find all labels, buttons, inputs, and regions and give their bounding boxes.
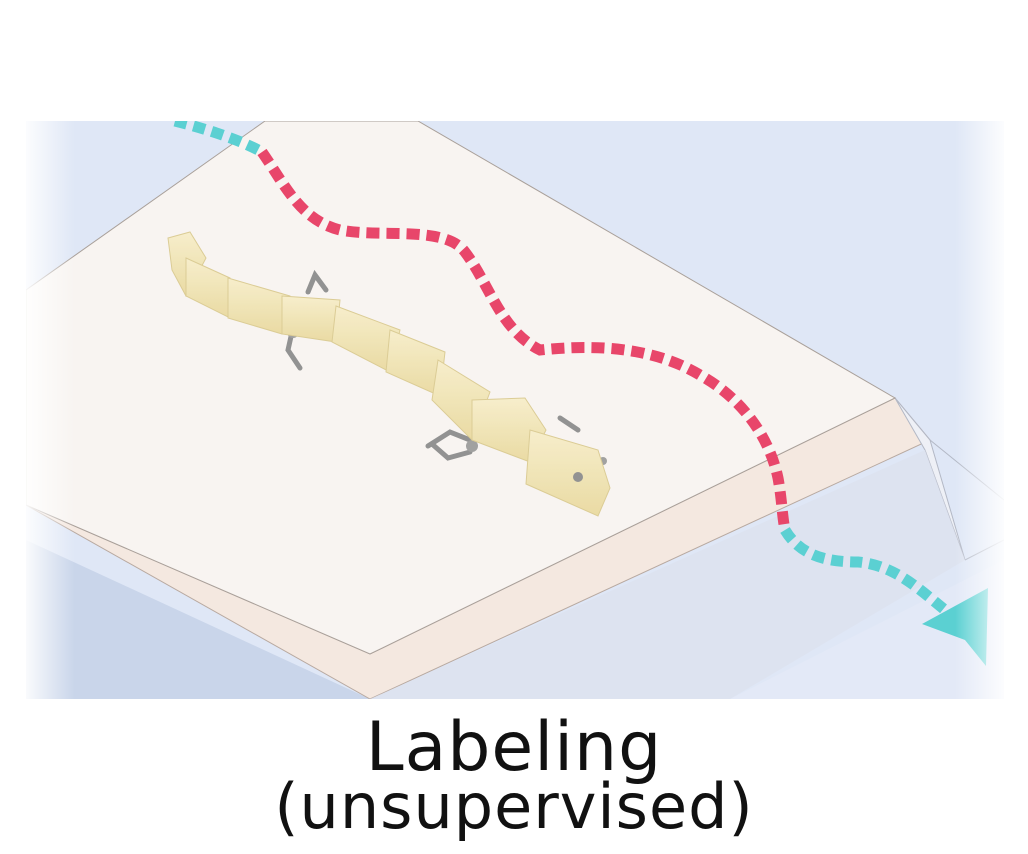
edge-fade: [26, 121, 1004, 699]
caption-subtitle: (unsupervised): [274, 770, 754, 843]
caption-title: Labeling: [365, 708, 663, 787]
